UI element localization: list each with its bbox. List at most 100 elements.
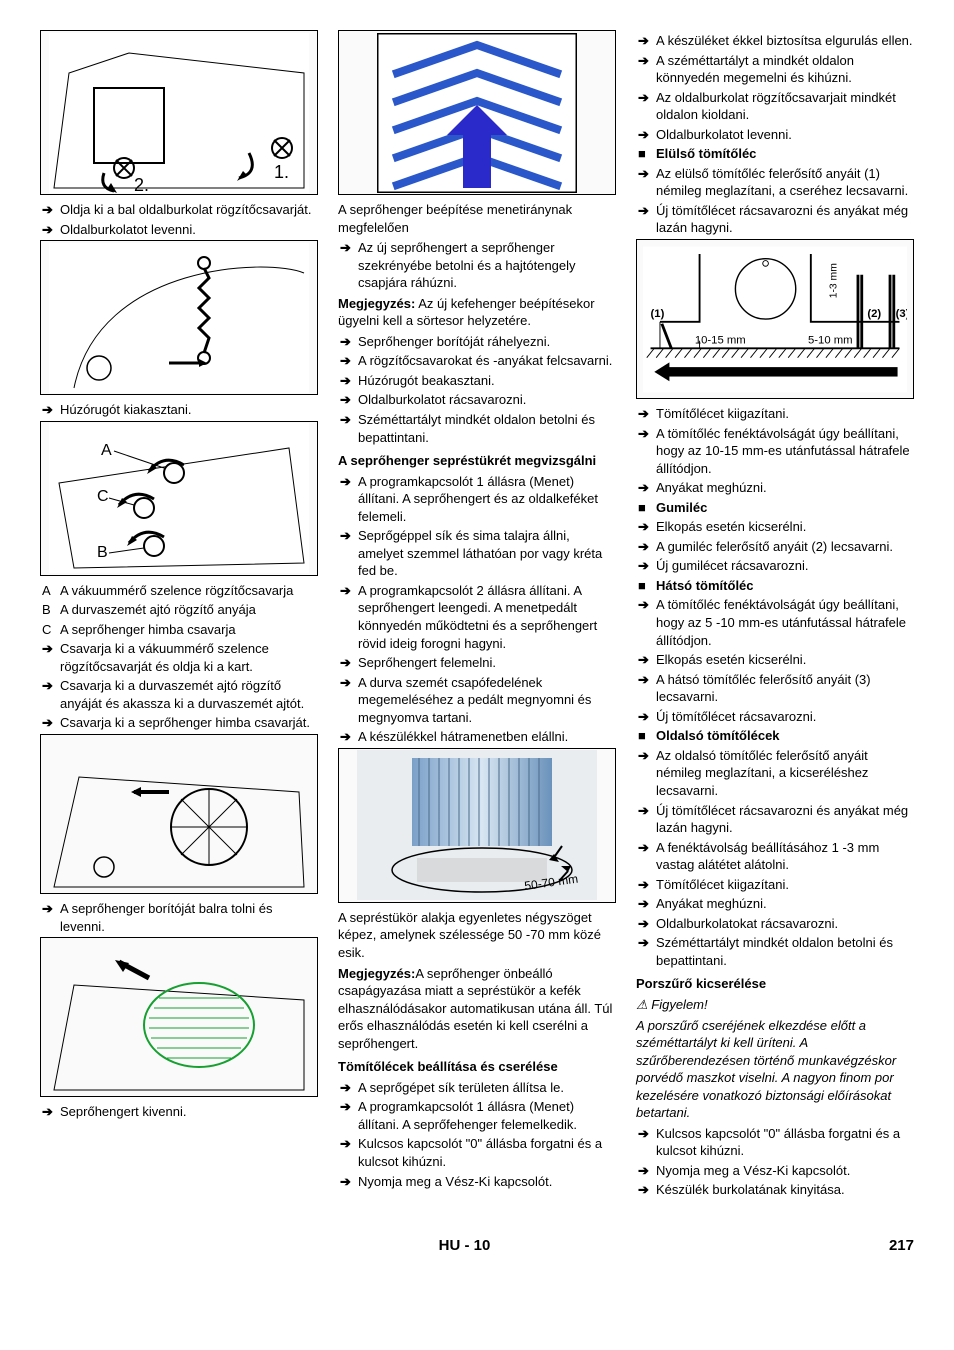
arrow-icon: ➔ — [340, 582, 358, 652]
list-item: ➔Seprőhengert felemelni. — [340, 654, 616, 672]
arrow-icon: ➔ — [42, 677, 60, 712]
list-item: ➔Oldalburkolatot rácsavarozni. — [340, 391, 616, 409]
fig-roller-cover — [40, 734, 318, 894]
list-item: ➔Csavarja ki a seprőhenger himba csavarj… — [42, 714, 318, 732]
list-item: ➔Nyomja meg a Vész-Ki kapcsolót. — [340, 1173, 616, 1191]
arrow-icon: ➔ — [42, 201, 60, 219]
heading-sweep-mirror: A seprőhenger sepréstükrét megvizsgálni — [338, 452, 616, 470]
svg-text:5-10 mm: 5-10 mm — [808, 334, 853, 346]
svg-text:(1): (1) — [651, 308, 665, 320]
list-1: ➔Oldja ki a bal oldalburkolat rögzítőcsa… — [40, 201, 318, 238]
arrow-icon: ➔ — [340, 333, 358, 351]
list-item: ➔Csavarja ki a durvaszemét ajtó rögzítő … — [42, 677, 318, 712]
arrow-icon: ➔ — [42, 401, 60, 419]
list-item: ➔Új gumilécet rácsavarozni. — [638, 557, 914, 575]
warning-title: ⚠ Figyelem! — [636, 996, 914, 1014]
list-item: ➔A tömítőléc fenéktávolságát úgy beállít… — [638, 596, 914, 649]
arrow-icon: ➔ — [638, 126, 656, 144]
list-item: ➔Oldalburkolatot levenni. — [42, 221, 318, 239]
arrow-icon: ➔ — [638, 876, 656, 894]
list-item: ➔Oldalburkolatot levenni. — [638, 126, 914, 144]
label-1: 1. — [274, 162, 289, 182]
column-1: 1. 2. ➔Oldja ki a bal oldalburkolat rögz… — [40, 30, 318, 1201]
list-item: ➔A tömítőléc fenéktávolságát úgy beállít… — [638, 425, 914, 478]
list-item: ➔Nyomja meg a Vész-Ki kapcsolót. — [638, 1162, 914, 1180]
list-item: ➔A rögzítőcsavarokat és -anyákat felcsav… — [340, 352, 616, 370]
arrow-icon: ➔ — [340, 674, 358, 727]
arrow-icon: ➔ — [638, 165, 656, 200]
arrow-icon: ➔ — [340, 372, 358, 390]
arrow-icon: ➔ — [638, 538, 656, 556]
arrow-icon: ➔ — [638, 708, 656, 726]
list-item: ➔Széméttartályt mindkét oldalon betolni … — [638, 934, 914, 969]
arrow-icon: ➔ — [638, 651, 656, 669]
list-item: ➔Húzórugót beakasztani. — [340, 372, 616, 390]
svg-text:A: A — [101, 442, 112, 459]
list-item: ➔A széméttartályt a mindkét oldalon könn… — [638, 52, 914, 87]
list-item: ➔Anyákat meghúzni. — [638, 895, 914, 913]
subsection-heading: ■Gumiléc — [638, 499, 914, 517]
legend-item: BA durvaszemét ajtó rögzítő anyája — [42, 601, 318, 619]
list-item: ➔Húzórugót kiakasztani. — [42, 401, 318, 419]
arrow-icon: ➔ — [340, 391, 358, 409]
list-item: ➔A programkapcsolót 1 állásra (Menet) ál… — [340, 473, 616, 526]
list-2-1: ➔Az új seprőhengert a seprőhenger szekré… — [338, 239, 616, 292]
legend-item: CA seprőhenger himba csavarja — [42, 621, 318, 639]
legend-3: AA vákuummérő szelence rögzítőcsavarjaBA… — [40, 582, 318, 639]
arrow-icon: ➔ — [638, 915, 656, 933]
arrow-icon: ➔ — [638, 425, 656, 478]
subsection-heading: ■Oldalsó tömítőlécek — [638, 727, 914, 745]
svg-text:1-3 mm: 1-3 mm — [828, 263, 839, 298]
list-3: ➔Csavarja ki a vákuummérő szelence rögzí… — [40, 640, 318, 732]
list-item: ➔A készüléket ékkel biztosítsa elgurulás… — [638, 32, 914, 50]
arrow-icon: ➔ — [42, 900, 60, 935]
arrow-icon: ➔ — [638, 1181, 656, 1199]
subsection-heading: ■Hátsó tömítőléc — [638, 577, 914, 595]
svg-text:B: B — [97, 544, 108, 561]
svg-text:C: C — [97, 488, 109, 505]
list-item: ➔Anyákat meghúzni. — [638, 479, 914, 497]
arrow-icon: ➔ — [340, 352, 358, 370]
arrow-icon: ➔ — [638, 596, 656, 649]
note-2: Megjegyzés:A seprőhenger önbeálló csapág… — [338, 965, 616, 1053]
page-footer: HU - 10 217 — [40, 1236, 914, 1256]
list-item: ➔Kulcsos kapcsolót "0" állásba forgatni … — [340, 1135, 616, 1170]
arrow-icon: ➔ — [638, 1125, 656, 1160]
arrow-icon: ➔ — [340, 527, 358, 580]
list-item: ➔A gumiléc felerősítő anyáit (2) lecsava… — [638, 538, 914, 556]
arrow-icon: ➔ — [42, 221, 60, 239]
warning-text: A porszűrő cseréjének elkezdése előtt a … — [636, 1017, 914, 1122]
list-item: ➔Az elülső tömítőléc felerősítő anyáit (… — [638, 165, 914, 200]
arrow-icon: ➔ — [638, 895, 656, 913]
list-3-2: ➔Tömítőlécet kiigazítani. ➔A tömítőléc fe… — [636, 405, 914, 969]
arrow-icon: ➔ — [638, 934, 656, 969]
svg-text:10-15 mm: 10-15 mm — [695, 334, 746, 346]
fig-clearance: (1) (2) (3) 1-3 mm 10-15 mm 5-10 mm — [636, 239, 914, 399]
arrow-icon: ➔ — [638, 89, 656, 124]
square-bullet-icon: ■ — [638, 499, 656, 517]
arrow-icon: ➔ — [638, 32, 656, 50]
list-item: ➔Oldja ki a bal oldalburkolat rögzítőcsa… — [42, 201, 318, 219]
list-item: ➔Új tömítőlécet rácsavarozni és anyákat … — [638, 802, 914, 837]
list-item: ➔A fenéktávolság beállításához 1 -3 mm v… — [638, 839, 914, 874]
fig-sweep-width: 50-70 mm — [338, 748, 616, 903]
legend-item: AA vákuummérő szelence rögzítőcsavarja — [42, 582, 318, 600]
square-bullet-icon: ■ — [638, 727, 656, 745]
note-1: Megjegyzés: Az új kefehenger beépítéseko… — [338, 295, 616, 330]
list-item: ➔Elkopás esetén kicserélni. — [638, 518, 914, 536]
subsection-heading: ■Elülső tömítőléc — [638, 145, 914, 163]
arrow-icon: ➔ — [340, 728, 358, 746]
arrow-icon: ➔ — [340, 239, 358, 292]
arrow-icon: ➔ — [638, 1162, 656, 1180]
caption-direction: A seprőhenger beépítése menetiránynak me… — [338, 201, 616, 236]
list-5: ➔Seprőhengert kivenni. — [40, 1103, 318, 1121]
list-item: ➔A készülékkel hátramenetben elállni. — [340, 728, 616, 746]
arrow-icon: ➔ — [638, 405, 656, 423]
list-item: ➔Oldalburkolatokat rácsavarozni. — [638, 915, 914, 933]
list-item: ➔Elkopás esetén kicserélni. — [638, 651, 914, 669]
list-item: ➔Tömítőlécet kiigazítani. — [638, 405, 914, 423]
list-2-2: ➔Seprőhenger borítóját ráhelyezni.➔A rög… — [338, 333, 616, 446]
arrow-icon: ➔ — [638, 557, 656, 575]
svg-text:(3): (3) — [896, 308, 907, 320]
list-item: ➔A seprőhenger borítóját balra tolni és … — [42, 900, 318, 935]
